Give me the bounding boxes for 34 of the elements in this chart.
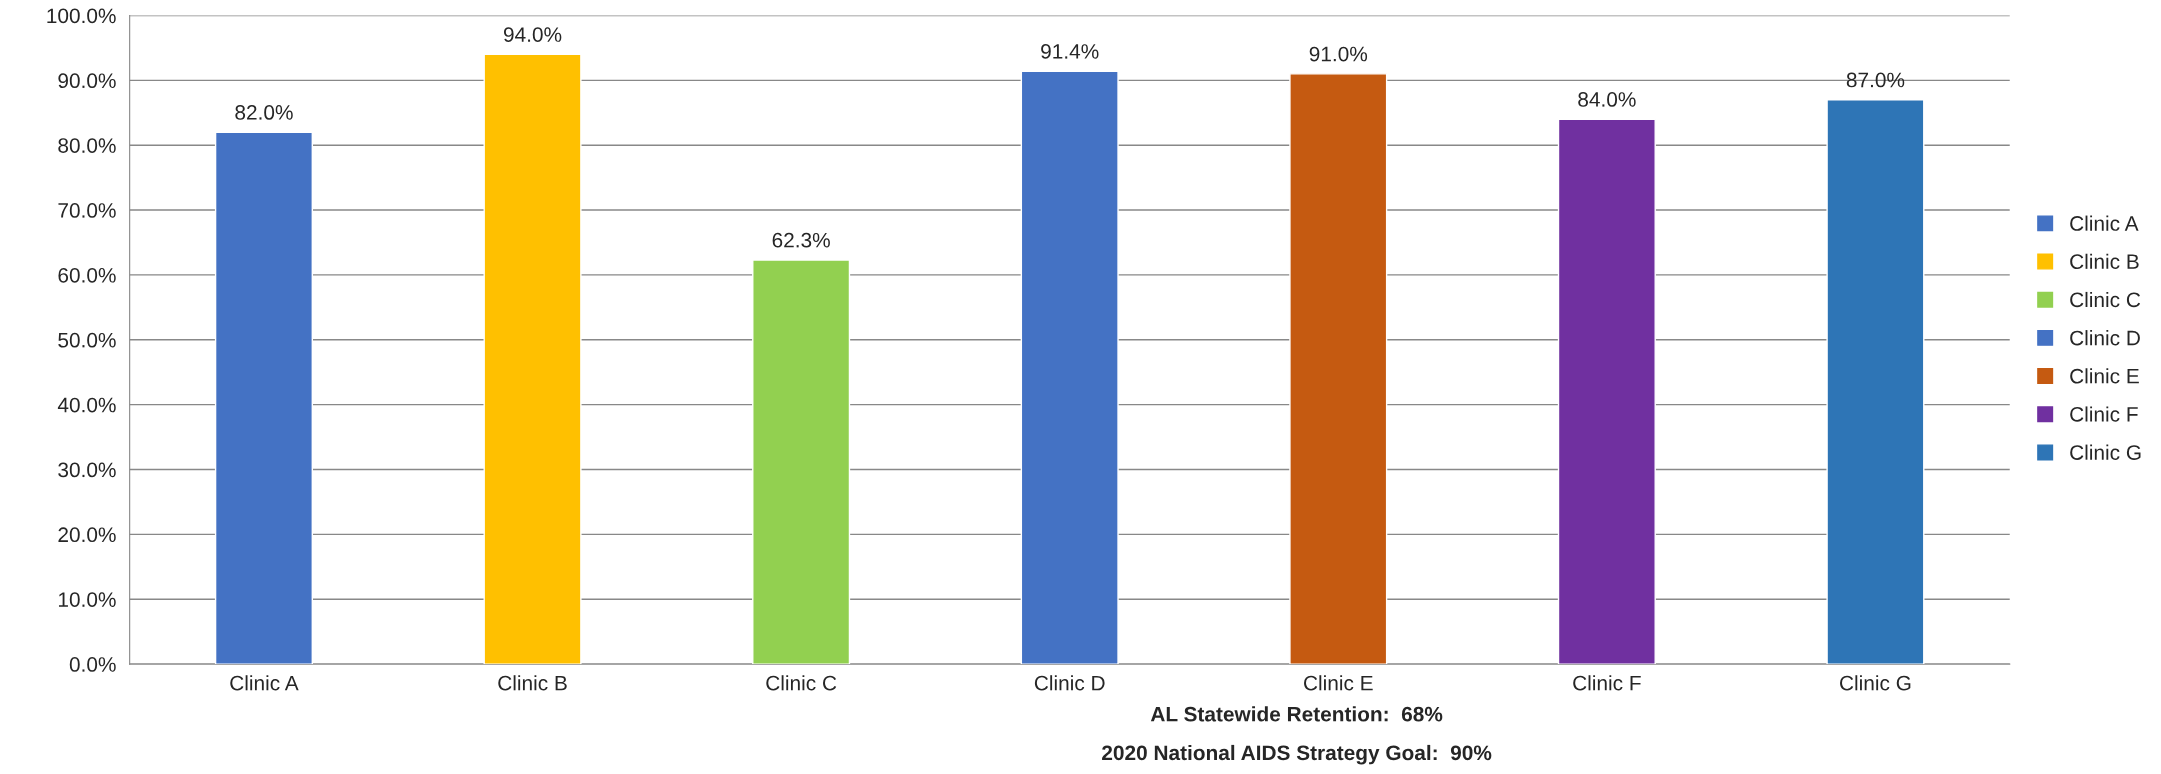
y-tick-label: 10.0% — [58, 592, 116, 607]
data-label: 91.0% — [1309, 46, 1368, 62]
data-label: 62.3% — [772, 232, 830, 248]
y-tick-label: 60.0% — [58, 267, 116, 283]
data-label: 82.0% — [235, 105, 293, 120]
x-tick-label: Clinic B — [498, 675, 567, 691]
data-label: 94.0% — [503, 27, 562, 42]
x-tick-label: Clinic F — [1573, 675, 1641, 691]
y-tick-label: 50.0% — [58, 332, 116, 348]
x-tick-label: Clinic D — [1034, 675, 1105, 691]
y-tick-label: 20.0% — [58, 527, 116, 543]
x-tick-label: Clinic A — [230, 675, 299, 691]
x-tick-label: Clinic E — [1304, 675, 1373, 691]
y-tick-label: 0.0% — [69, 657, 116, 672]
y-tick-label: 30.0% — [58, 462, 116, 478]
legend-label: Clinic G — [2070, 444, 2141, 460]
text: AL Statewide Retention: 68% — [1150, 706, 1443, 722]
x-tick-label: Clinic C — [766, 675, 837, 691]
data-label: 84.0% — [1578, 92, 1636, 107]
y-tick-label: 80.0% — [58, 138, 116, 153]
legend-label: Clinic F — [2070, 406, 2138, 422]
x-tick-label: Clinic G — [1840, 675, 1911, 691]
legend-label: Clinic C — [2070, 291, 2141, 308]
y-tick-label: 90.0% — [58, 73, 116, 89]
data-label: 87.0% — [1846, 72, 1905, 88]
legend-label: Clinic A — [2070, 215, 2139, 231]
data-label: 91.4% — [1041, 44, 1099, 59]
legend-label: Clinic D — [2070, 330, 2140, 346]
y-tick-label: 70.0% — [58, 203, 116, 218]
legend-label: Clinic E — [2070, 368, 2139, 384]
text: 2020 National AIDS Strategy Goal: 90% — [1102, 744, 1492, 765]
y-tick-label: 40.0% — [57, 397, 116, 413]
legend-label: Clinic B — [2070, 253, 2139, 270]
y-tick-label: 100.0% — [47, 8, 116, 24]
